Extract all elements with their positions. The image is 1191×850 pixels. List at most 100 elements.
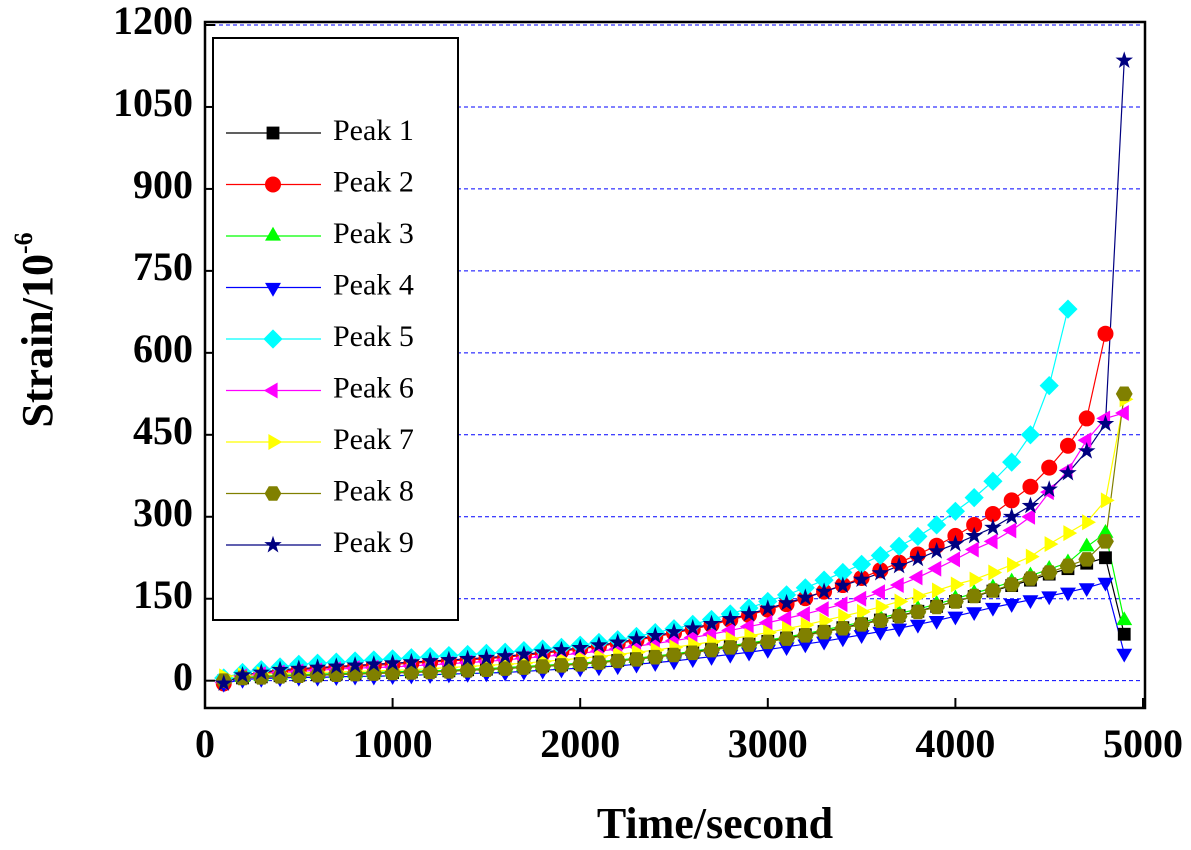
marker (852, 570, 871, 588)
marker (533, 643, 552, 660)
marker (871, 584, 885, 601)
marker (852, 590, 867, 607)
marker (984, 583, 1002, 598)
marker (875, 598, 890, 615)
marker (833, 596, 848, 613)
marker (984, 518, 1002, 536)
marker (265, 176, 281, 193)
marker (346, 656, 364, 673)
marker (1059, 587, 1076, 602)
marker (1115, 51, 1133, 68)
marker (988, 564, 1003, 581)
marker (1003, 492, 1020, 509)
marker (909, 549, 927, 567)
marker (496, 646, 514, 664)
marker (946, 534, 965, 552)
marker (1007, 556, 1021, 573)
marker (1078, 537, 1095, 552)
marker (271, 669, 289, 684)
y-tick-label: 750 (133, 244, 193, 289)
legend-label: Peak 8 (333, 474, 414, 507)
marker (1020, 425, 1041, 445)
marker (834, 620, 852, 636)
marker (440, 650, 458, 668)
marker (870, 545, 890, 566)
marker (266, 126, 280, 140)
marker (946, 551, 960, 568)
marker (684, 619, 702, 636)
marker (908, 526, 928, 547)
marker (890, 556, 908, 574)
y-tick-label: 900 (133, 162, 193, 207)
marker (852, 554, 872, 574)
legend-label: Peak 6 (333, 371, 414, 404)
marker (1117, 627, 1131, 641)
marker (264, 486, 282, 501)
marker (1022, 595, 1039, 610)
marker (215, 674, 233, 691)
marker (796, 606, 810, 622)
marker (1040, 565, 1058, 580)
marker (1097, 534, 1114, 549)
marker (950, 576, 965, 593)
x-tick-label: 2000 (540, 721, 620, 766)
marker (1044, 536, 1059, 553)
series-line (223, 308, 1069, 679)
marker (252, 663, 271, 680)
y-tick-label: 300 (133, 490, 193, 535)
marker (383, 653, 402, 671)
marker (913, 588, 928, 604)
marker (945, 501, 965, 521)
marker (984, 602, 1001, 617)
marker (665, 622, 683, 640)
marker (534, 659, 552, 674)
marker (1039, 376, 1059, 396)
legend-label: Peak 5 (333, 320, 414, 353)
y-tick-label: 0 (173, 654, 193, 699)
marker (478, 662, 495, 678)
marker (928, 599, 946, 615)
marker (1059, 463, 1077, 481)
marker (609, 653, 627, 669)
marker (947, 594, 964, 609)
marker (853, 617, 870, 632)
marker (252, 670, 270, 685)
x-tick-label: 5000 (1103, 721, 1183, 766)
marker (965, 526, 983, 544)
marker (1022, 478, 1039, 495)
marker (265, 226, 281, 241)
marker (1003, 599, 1020, 613)
marker (665, 647, 683, 663)
marker (590, 635, 608, 653)
marker (628, 652, 645, 667)
marker (984, 506, 1001, 523)
marker (1115, 404, 1129, 421)
marker (872, 626, 889, 641)
marker (1078, 583, 1095, 597)
marker (740, 637, 758, 652)
marker (263, 329, 283, 349)
marker (1100, 492, 1115, 509)
marker (1041, 591, 1058, 606)
marker (853, 630, 870, 644)
marker (1099, 551, 1112, 565)
marker (703, 642, 720, 658)
x-tick-label: 1000 (353, 721, 433, 766)
marker (1002, 507, 1021, 525)
marker (947, 611, 964, 626)
marker (1116, 611, 1133, 626)
marker (721, 640, 739, 655)
marker (421, 651, 439, 669)
legend-label: Peak 4 (333, 268, 414, 301)
plot-frame (203, 20, 1147, 710)
y-tick-label: 150 (133, 572, 193, 617)
marker (834, 576, 852, 594)
marker (571, 657, 589, 672)
marker (365, 655, 383, 672)
marker (838, 608, 853, 625)
marker (889, 536, 909, 556)
marker (515, 660, 533, 675)
marker (891, 623, 908, 638)
marker (421, 664, 439, 680)
marker (1063, 525, 1078, 542)
